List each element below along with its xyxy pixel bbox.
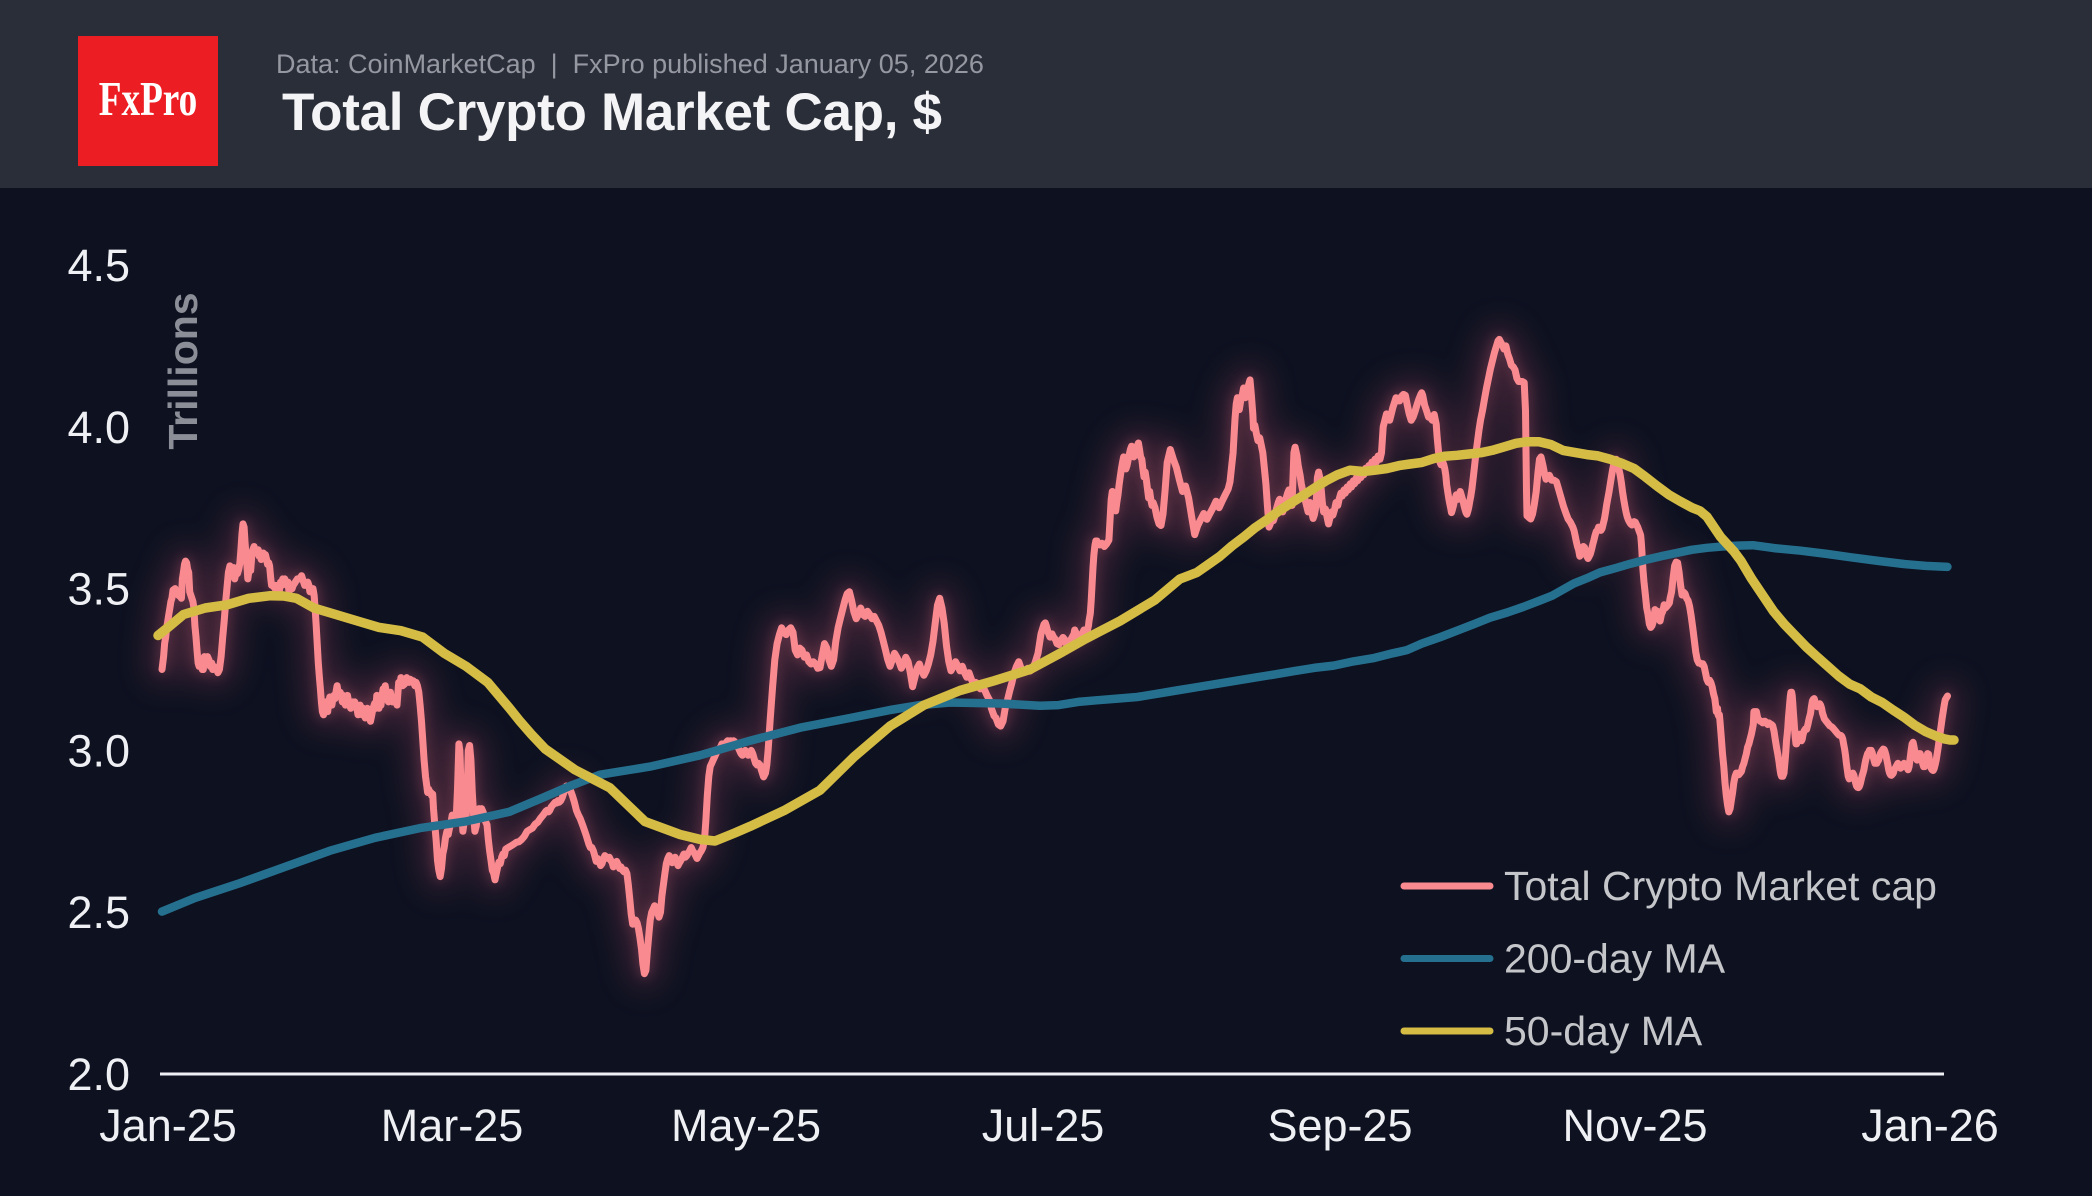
svg-text:Jul-25: Jul-25: [982, 1100, 1105, 1151]
svg-text:4.0: 4.0: [67, 402, 130, 453]
svg-text:May-25: May-25: [671, 1100, 821, 1151]
svg-text:Mar-25: Mar-25: [381, 1100, 524, 1151]
svg-text:Sep-25: Sep-25: [1267, 1100, 1412, 1151]
svg-text:200-day MA: 200-day MA: [1504, 936, 1726, 982]
svg-text:3.0: 3.0: [67, 725, 130, 776]
svg-text:3.5: 3.5: [67, 564, 130, 615]
svg-text:Jan-26: Jan-26: [1861, 1100, 1999, 1151]
svg-text:Trillions: Trillions: [160, 292, 206, 449]
svg-text:Total Crypto Market cap: Total Crypto Market cap: [1504, 863, 1937, 909]
svg-text:4.5: 4.5: [67, 240, 130, 291]
svg-text:Nov-25: Nov-25: [1562, 1100, 1707, 1151]
svg-text:2.0: 2.0: [67, 1049, 130, 1100]
svg-text:Jan-25: Jan-25: [99, 1100, 237, 1151]
svg-text:50-day MA: 50-day MA: [1504, 1008, 1703, 1054]
svg-text:2.5: 2.5: [67, 887, 130, 938]
